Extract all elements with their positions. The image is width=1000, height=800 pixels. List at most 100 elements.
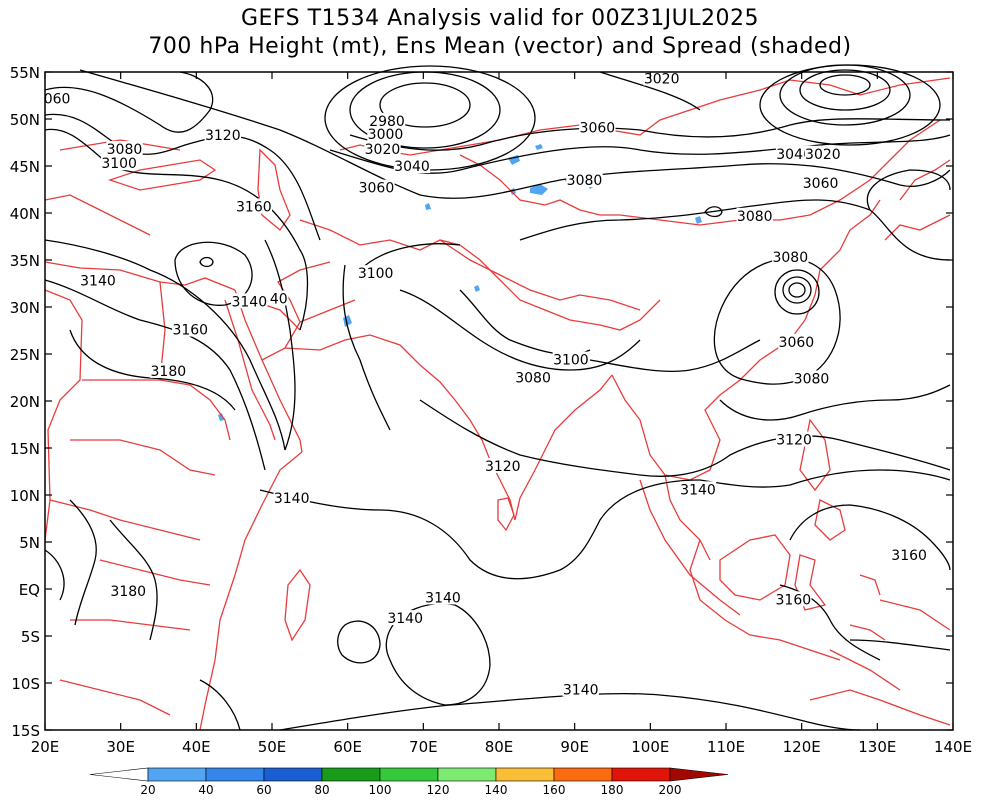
colorbar-tick-label: 120 xyxy=(427,783,450,797)
lat-label: 50N xyxy=(10,111,40,129)
contour-label-bg xyxy=(358,179,395,195)
contour-label-bg xyxy=(890,547,928,563)
colorbar-tick-label: 180 xyxy=(601,783,624,797)
lat-label: 45N xyxy=(10,158,40,176)
contour-labels: 0603080310031202980300030203040306030203… xyxy=(43,70,928,699)
contour-label-bg xyxy=(775,591,812,607)
lon-label: 50E xyxy=(258,738,287,756)
contour-label: 3080 xyxy=(772,250,808,266)
contour-label: 3080 xyxy=(515,371,551,387)
contour-label: 3180 xyxy=(110,584,146,600)
colorbar-swatch xyxy=(553,767,613,782)
contour-label: 3160 xyxy=(891,548,927,564)
map-frame xyxy=(44,71,954,731)
contour-label-bg xyxy=(43,90,72,106)
lon-label: 100E xyxy=(631,738,669,756)
contour-label-bg xyxy=(79,272,117,288)
colorbar-tick-label: 80 xyxy=(314,783,329,797)
colorbar-tick-label: 140 xyxy=(485,783,508,797)
contour-label-bg xyxy=(802,174,839,190)
colorbar-swatch xyxy=(379,767,439,782)
contour-label: 3040 xyxy=(394,159,430,175)
contour-label: 3020 xyxy=(644,72,680,88)
lat-label: 5S xyxy=(21,628,40,646)
contour-label: 3180 xyxy=(151,364,187,380)
contour-label: 3140 xyxy=(387,611,423,627)
contour-label: 3140 xyxy=(680,482,716,498)
contour-label: 3160 xyxy=(236,199,272,215)
colorbar-swatch xyxy=(263,767,323,782)
lat-label: 10S xyxy=(11,675,40,693)
lon-label: 130E xyxy=(858,738,896,756)
lat-label: 25N xyxy=(10,346,40,364)
contour-label: 40 xyxy=(270,292,288,308)
contour-label: 3080 xyxy=(737,209,773,225)
colorbar-swatch xyxy=(321,767,381,782)
contour-label-bg xyxy=(552,351,590,367)
colorbar-tick-label: 160 xyxy=(543,783,566,797)
colorbar-swatch xyxy=(147,767,207,782)
colorbar-tick-label: 20 xyxy=(140,783,155,797)
contour-label-bg xyxy=(566,172,603,188)
contour-label-bg xyxy=(364,141,401,157)
contour-label: 3140 xyxy=(425,590,461,606)
contour-label: 3140 xyxy=(231,294,267,310)
contour-label-bg xyxy=(269,290,289,306)
contour-label-bg xyxy=(204,126,242,142)
lon-label: 20E xyxy=(31,738,60,756)
colorbar-labels: 20 40 60 80 100 120 140 160 180 200 xyxy=(140,783,681,797)
colorbar-swatch xyxy=(89,767,149,782)
colorbar-swatch xyxy=(437,767,497,782)
contour-label: 3080 xyxy=(794,371,830,387)
contour-label: 3100 xyxy=(553,353,589,369)
contour-label: 2980 xyxy=(369,114,405,130)
contour-label-bg xyxy=(579,119,616,135)
contour-label: 3060 xyxy=(803,176,839,192)
contour-label-bg xyxy=(357,265,394,281)
contour-label-bg xyxy=(367,126,404,142)
contour-label-bg xyxy=(514,369,552,385)
contour-label: 3020 xyxy=(805,147,841,163)
height-contours xyxy=(44,64,951,731)
contour-label: 3120 xyxy=(205,128,241,144)
contour-label-bg xyxy=(484,457,521,473)
lat-label: 5N xyxy=(19,534,40,552)
contour-label: 3060 xyxy=(359,181,395,197)
contour-label-bg xyxy=(235,198,273,214)
lat-label: 40N xyxy=(10,205,40,223)
lat-label: 15N xyxy=(10,440,40,458)
contour-label-bg xyxy=(679,481,717,497)
contour-label-bg xyxy=(643,70,680,86)
lon-label: 140E xyxy=(934,738,972,756)
contour-label: 3140 xyxy=(80,274,116,290)
contour-label: 3100 xyxy=(101,156,137,172)
contour-label: 3020 xyxy=(365,142,401,158)
contour-label-bg xyxy=(804,145,842,161)
lon-label: 110E xyxy=(707,738,745,756)
lat-label: EQ xyxy=(19,581,40,599)
contour-label-bg xyxy=(386,610,424,626)
colorbar-tick-label: 40 xyxy=(198,783,213,797)
colorbar-tick-label: 60 xyxy=(256,783,271,797)
contour-label-bg xyxy=(793,370,830,386)
colorbar-swatch xyxy=(669,767,729,782)
contour-label-bg xyxy=(110,582,147,598)
lat-label: 35N xyxy=(10,252,40,270)
contour-label-bg xyxy=(424,589,462,605)
contour-label-bg xyxy=(100,155,138,171)
contour-label-bg xyxy=(172,321,209,337)
contour-label-bg xyxy=(775,145,813,161)
contour-label-bg xyxy=(231,293,268,309)
lon-label: 80E xyxy=(485,738,514,756)
lon-label: 90E xyxy=(560,738,589,756)
spread-shading xyxy=(218,144,702,421)
map-subtitle: 700 hPa Height (mt), Ens Mean (vector) a… xyxy=(148,34,852,59)
colorbar-swatch xyxy=(205,767,265,782)
contour-label: 3060 xyxy=(580,120,616,136)
contour-label-bg xyxy=(778,333,815,349)
contour-label: 3000 xyxy=(368,127,404,143)
contour-label-bg xyxy=(368,112,406,128)
lat-label: 15S xyxy=(11,722,40,740)
colorbar-tick-label: 200 xyxy=(659,783,682,797)
